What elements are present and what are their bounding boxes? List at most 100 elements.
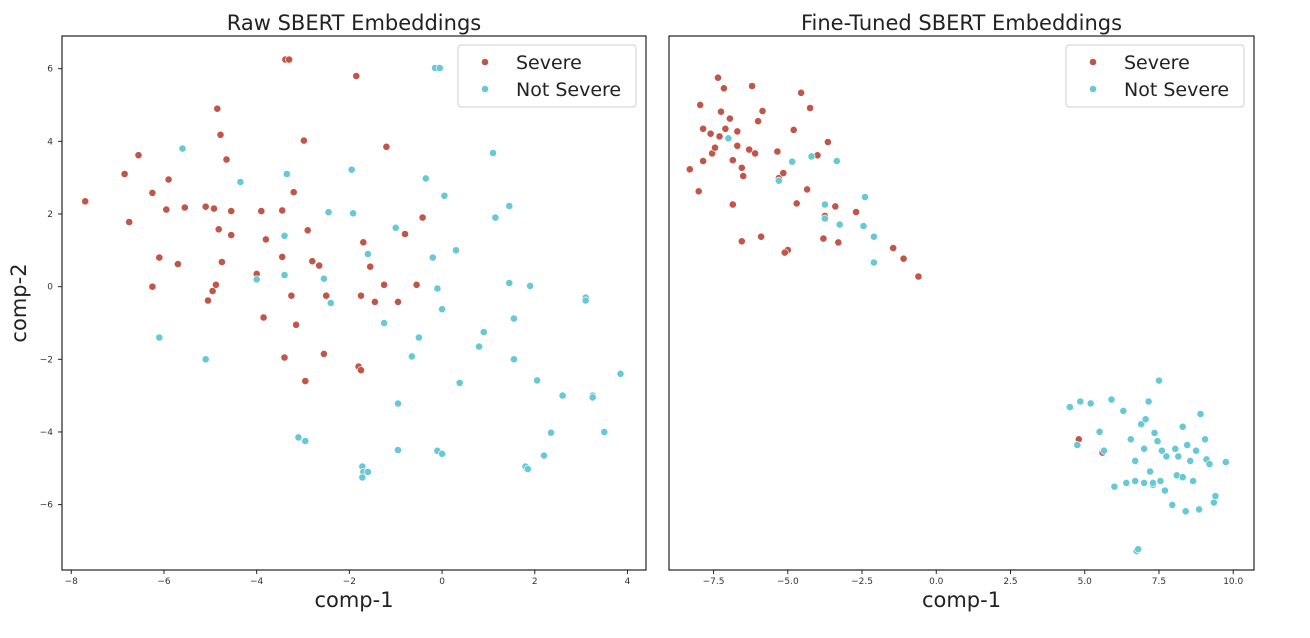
point-severe <box>208 287 217 295</box>
point-not-severe <box>1174 452 1183 461</box>
plot-frame <box>668 35 1255 571</box>
x-tick-label: −5.0 <box>777 577 799 587</box>
point-severe <box>720 84 728 93</box>
point-severe <box>792 199 801 208</box>
point-severe <box>757 232 765 241</box>
point-not-severe <box>280 231 289 240</box>
point-severe <box>120 170 129 178</box>
point-not-severe <box>616 369 625 378</box>
x-tick-label: 5.0 <box>1078 577 1093 587</box>
legend-label-severe: Severe <box>1124 52 1190 74</box>
point-not-severe <box>505 202 514 210</box>
point-not-severe <box>1205 460 1214 468</box>
x-tick-label: 2 <box>532 577 538 587</box>
point-not-severe <box>510 355 518 364</box>
x-tick-label: −4 <box>250 577 264 587</box>
point-not-severe <box>324 208 333 217</box>
point-severe <box>779 169 788 177</box>
point-severe <box>699 157 707 165</box>
point-severe <box>754 117 762 126</box>
point-not-severe <box>1095 427 1104 436</box>
point-severe <box>134 151 143 160</box>
point-severe <box>780 248 789 257</box>
point-severe <box>308 257 317 266</box>
point-severe <box>737 237 746 246</box>
point-severe <box>733 141 742 150</box>
point-not-severe <box>1178 473 1187 482</box>
point-not-severe <box>282 170 291 178</box>
legend: Severe Not Severe <box>457 44 637 108</box>
point-not-severe <box>1221 458 1230 466</box>
point-severe <box>366 262 375 271</box>
point-not-severe <box>326 299 335 307</box>
point-severe <box>211 280 220 289</box>
point-severe <box>204 296 212 305</box>
legend-label-severe: Severe <box>516 52 582 74</box>
chart-raw-sbert: Raw SBERT Embeddings −8 −6 −4 −2 0 2 4 −6 −4 −2 0 2 4… <box>7 11 647 612</box>
point-not-severe <box>1137 420 1146 429</box>
legend-marker-not-severe <box>1089 85 1097 93</box>
point-severe <box>162 205 171 214</box>
point-severe <box>380 280 388 289</box>
point-severe <box>278 252 287 261</box>
point-severe <box>155 253 164 262</box>
point-not-severe <box>540 451 548 460</box>
point-severe <box>214 225 223 234</box>
legend-box <box>1065 44 1245 108</box>
x-tick-label: 4 <box>625 577 631 587</box>
point-severe <box>401 230 409 238</box>
point-not-severe <box>1158 446 1166 455</box>
point-not-severe <box>581 296 590 305</box>
point-not-severe <box>438 305 446 314</box>
y-tick-label: 6 <box>47 65 53 75</box>
point-not-severe <box>821 214 829 223</box>
point-not-severe <box>1141 415 1150 424</box>
point-not-severe <box>1150 428 1159 437</box>
point-not-severe <box>821 200 829 209</box>
point-severe <box>287 291 296 300</box>
point-not-severe <box>435 64 444 72</box>
point-severe <box>303 226 312 235</box>
point-not-severe <box>1178 422 1187 431</box>
point-severe <box>125 218 134 226</box>
point-not-severe <box>380 319 388 327</box>
point-not-severe <box>1122 478 1131 487</box>
point-severe <box>751 149 759 158</box>
point-severe <box>227 207 236 215</box>
point-not-severe <box>1168 500 1177 509</box>
point-severe <box>301 377 310 385</box>
x-tick-label: −7.5 <box>703 577 725 587</box>
legend-marker-severe <box>481 58 489 66</box>
point-not-severe <box>280 271 289 279</box>
point-not-severe <box>859 222 868 230</box>
point-severe <box>819 234 828 243</box>
point-not-severe <box>475 342 483 351</box>
point-severe <box>357 366 365 375</box>
point-not-severe <box>1155 376 1163 385</box>
point-not-severe <box>1196 410 1205 418</box>
y-tick-label: −4 <box>40 428 54 438</box>
point-not-severe <box>1171 444 1180 453</box>
point-severe <box>728 156 737 165</box>
point-severe <box>319 349 328 358</box>
y-axis-label: comp-2 <box>7 263 31 342</box>
point-not-severe <box>1146 467 1154 476</box>
x-tick-label: −2.5 <box>851 577 873 587</box>
point-severe <box>726 114 734 123</box>
point-severe <box>715 132 724 141</box>
point-severe <box>889 244 898 252</box>
point-not-severe <box>523 465 532 473</box>
point-severe <box>81 197 90 206</box>
point-severe <box>418 213 427 222</box>
x-tick-label: 10.0 <box>1223 577 1243 587</box>
point-severe <box>696 101 705 109</box>
point-not-severe <box>236 178 245 186</box>
point-not-severe <box>1161 486 1169 495</box>
point-not-severe <box>1192 446 1200 455</box>
point-severe <box>412 280 421 289</box>
point-severe <box>831 202 840 211</box>
point-severe <box>914 272 923 281</box>
point-not-severe <box>1119 406 1128 415</box>
point-severe <box>289 188 298 197</box>
